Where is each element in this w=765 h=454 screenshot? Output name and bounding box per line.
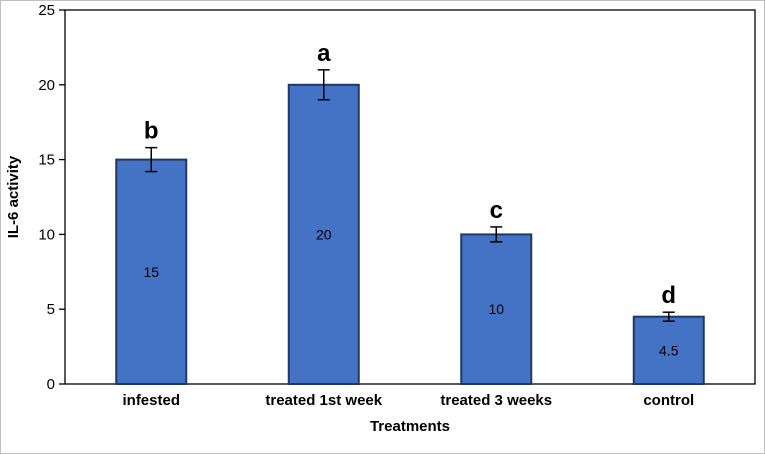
bar-3 bbox=[632, 315, 705, 385]
significance-letter: c bbox=[490, 197, 503, 224]
x-category-label: treated 3 weeks bbox=[440, 392, 552, 409]
x-category-label: treated 1st week bbox=[265, 392, 382, 409]
x-category-label: infested bbox=[122, 392, 180, 409]
bar-value-label: 4.5 bbox=[659, 342, 679, 358]
bar-1 bbox=[287, 83, 360, 386]
plot-area-border bbox=[64, 9, 756, 385]
x-axis-title: Treatments bbox=[370, 418, 450, 435]
x-category-label: control bbox=[643, 392, 694, 409]
y-tick-label: 10 bbox=[38, 226, 55, 243]
bar-value-label: 15 bbox=[143, 264, 159, 280]
y-axis-title: IL-6 activity bbox=[5, 155, 22, 238]
y-tick-label: 15 bbox=[38, 152, 55, 169]
y-tick-label: 0 bbox=[47, 376, 55, 393]
significance-letter: a bbox=[317, 40, 331, 67]
significance-letter: d bbox=[661, 282, 676, 309]
y-tick-label: 20 bbox=[38, 77, 55, 94]
y-tick-label: 25 bbox=[38, 2, 55, 19]
bar-2 bbox=[460, 233, 533, 385]
significance-letter: b bbox=[144, 118, 159, 145]
bar-value-label: 10 bbox=[488, 301, 504, 317]
bar-value-label: 20 bbox=[316, 226, 332, 242]
y-tick-label: 5 bbox=[47, 301, 55, 318]
